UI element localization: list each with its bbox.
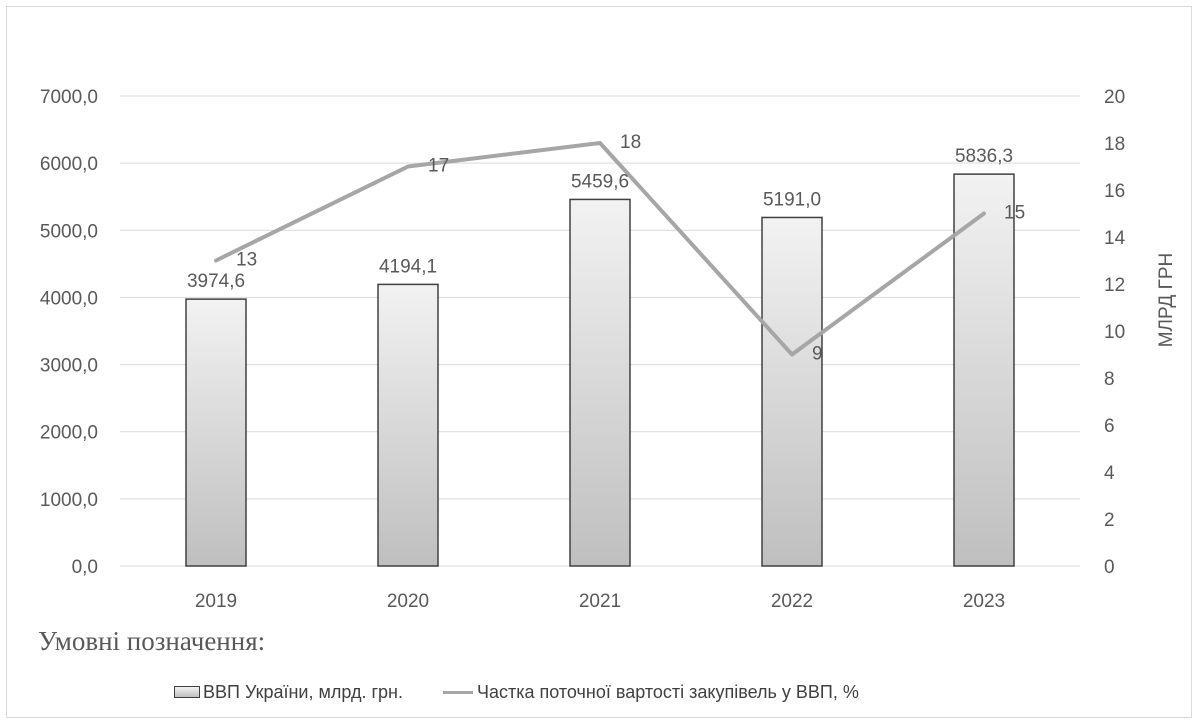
x-tick-label: 2021 xyxy=(579,591,621,612)
right-tick-label: 10 xyxy=(1104,322,1125,343)
line-value-label: 17 xyxy=(428,156,449,177)
share-line xyxy=(214,141,986,357)
left-tick-label: 1000,0 xyxy=(40,490,98,511)
legend-label-gdp: ВВП України, млрд. грн. xyxy=(203,681,403,702)
right-tick-label: 0 xyxy=(1104,557,1115,578)
legend-entry-share: Частка поточної вартості закупівель у ВВ… xyxy=(442,681,859,703)
right-tick-label: 14 xyxy=(1104,228,1126,249)
right-tick-label: 2 xyxy=(1104,510,1115,531)
legend-label-share: Частка поточної вартості закупівель у ВВ… xyxy=(476,681,859,702)
bar-2019 xyxy=(185,298,247,567)
left-tick-label: 7000,0 xyxy=(40,87,98,108)
right-tick-label: 16 xyxy=(1104,181,1125,202)
right-tick-label: 20 xyxy=(1104,87,1125,108)
left-tick-label: 5000,0 xyxy=(40,221,98,242)
legend: ВВП України, млрд. грн. Частка поточної … xyxy=(174,680,859,704)
legend-heading: Умовні позначення: xyxy=(38,626,266,656)
line-value-label: 18 xyxy=(620,132,641,153)
right-tick-label: 8 xyxy=(1104,369,1115,390)
x-tick-label: 2020 xyxy=(387,591,429,612)
right-tick-label: 18 xyxy=(1104,134,1125,155)
bar-2020 xyxy=(377,283,439,567)
legend-swatch-bar xyxy=(174,686,200,698)
left-tick-label: 0,0 xyxy=(72,557,98,578)
bar-2023 xyxy=(953,173,1015,567)
left-tick-label: 6000,0 xyxy=(40,154,98,175)
left-tick-label: 4000,0 xyxy=(40,288,98,309)
left-tick-label: 3000,0 xyxy=(40,356,98,377)
left-tick-label: 2000,0 xyxy=(40,423,98,444)
bar-value-label: 5191,0 xyxy=(763,189,821,210)
line-value-label: 15 xyxy=(1004,203,1025,224)
line-value-label: 13 xyxy=(236,250,257,271)
right-tick-label: 6 xyxy=(1104,416,1115,437)
x-tick-label: 2019 xyxy=(195,591,237,612)
bar-value-label: 5459,6 xyxy=(571,171,629,192)
bar-2022 xyxy=(761,216,823,567)
x-tick-label: 2023 xyxy=(963,591,1005,612)
legend-entry-gdp: ВВП України, млрд. грн. xyxy=(174,682,403,703)
x-tick-label: 2022 xyxy=(771,591,813,612)
bar-value-label: 4194,1 xyxy=(379,256,437,277)
bar-value-label: 5836,3 xyxy=(955,146,1013,167)
bar-2021 xyxy=(569,198,631,567)
legend-swatch-line xyxy=(442,690,473,694)
right-axis-title: МЛРД ГРН xyxy=(1156,253,1177,348)
right-tick-label: 12 xyxy=(1104,275,1125,296)
line-value-label: 9 xyxy=(812,344,823,365)
right-tick-label: 4 xyxy=(1104,463,1115,484)
bar-value-label: 3974,6 xyxy=(187,271,245,292)
